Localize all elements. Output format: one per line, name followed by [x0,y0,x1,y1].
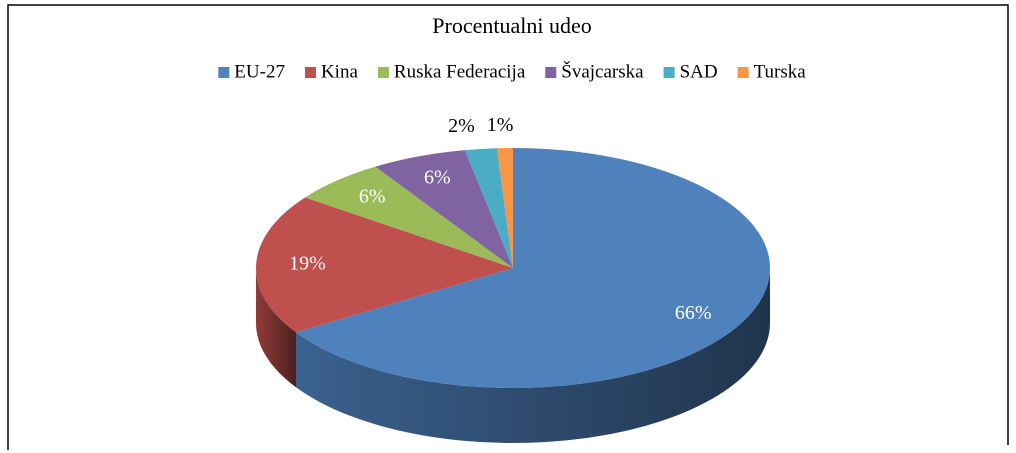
data-label: 19% [289,253,326,275]
legend-swatch [377,67,389,78]
data-label: 66% [675,302,712,324]
chart-frame [7,4,1009,450]
chart-title: Procentualni udeo [432,13,591,38]
pie-slice-side [296,268,770,444]
pie-slice [375,150,513,268]
legend-label: Kina [321,61,359,82]
data-label: 6% [424,166,451,188]
legend-item: Turska [737,61,807,82]
legend-label: Ruska Federacija [394,61,526,82]
legend-item: SAD [663,61,718,82]
legend-label: SAD [680,61,718,82]
data-label: 2% [448,115,475,137]
legend-item: Švajcarska [545,60,644,82]
legend-swatch [218,67,230,78]
legend-item: Ruska Federacija [377,61,526,82]
legend-item: EU-27 [218,61,285,82]
legend-swatch [663,67,675,78]
pie-slice [256,197,513,333]
legend-label: Švajcarska [561,60,644,82]
legend-item: Kina [304,61,359,82]
data-label: 6% [359,186,386,208]
pie-slice [464,148,513,268]
pie-slice-side [255,268,297,388]
legend-swatch [545,67,557,78]
pie-slice [296,148,770,388]
legend-swatch [737,67,749,78]
data-label: 1% [487,114,514,136]
legend-swatch [304,67,316,78]
pie-slice [305,166,513,268]
legend-label: EU-27 [234,61,285,82]
legend-label: Turska [754,61,807,82]
pie-slice [496,148,513,268]
